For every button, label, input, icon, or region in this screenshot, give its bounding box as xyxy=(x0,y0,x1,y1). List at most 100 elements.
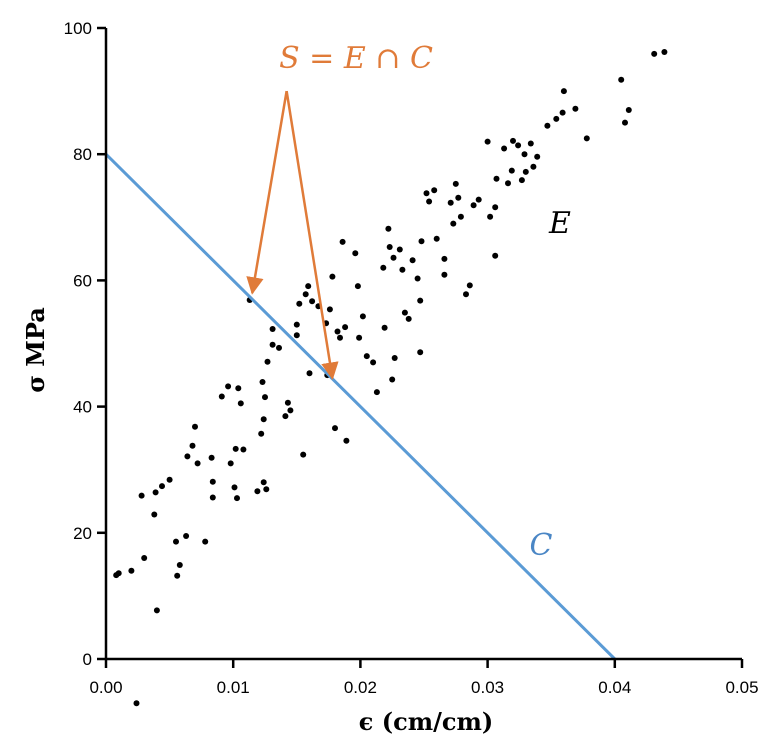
data-point xyxy=(151,511,158,518)
data-point xyxy=(492,204,499,211)
data-point xyxy=(618,76,625,83)
x-tick-label: 0.01 xyxy=(217,678,250,697)
data-point xyxy=(293,321,300,328)
data-point xyxy=(282,413,289,420)
data-point xyxy=(262,394,268,401)
data-point xyxy=(399,266,406,273)
data-point xyxy=(231,484,238,491)
data-point xyxy=(521,151,528,158)
x-tick-label: 0.04 xyxy=(598,678,631,697)
y-tick-label: 40 xyxy=(73,398,92,417)
data-point xyxy=(396,246,403,253)
x-tick-label: 0.02 xyxy=(344,678,377,697)
data-point xyxy=(447,199,454,206)
data-point xyxy=(534,153,541,160)
data-point xyxy=(484,138,491,145)
data-point xyxy=(455,194,462,201)
data-point xyxy=(431,187,438,194)
data-point xyxy=(515,142,522,149)
data-point xyxy=(176,562,183,568)
data-point xyxy=(260,479,267,486)
data-point xyxy=(309,298,316,305)
data-point xyxy=(414,275,421,282)
data-point xyxy=(423,190,430,197)
data-point xyxy=(492,252,499,259)
annotation-arrows xyxy=(246,90,339,380)
data-point xyxy=(505,180,511,187)
data-point xyxy=(466,282,473,289)
data-point xyxy=(133,700,140,707)
data-point xyxy=(240,446,247,453)
data-point xyxy=(625,107,632,113)
data-point xyxy=(258,430,265,437)
data-point xyxy=(572,105,579,112)
data-point xyxy=(202,538,209,545)
x-tick-label: 0.03 xyxy=(471,678,504,697)
data-point xyxy=(284,399,291,406)
data-point xyxy=(293,332,300,339)
data-point xyxy=(409,257,416,264)
data-point xyxy=(184,453,191,460)
data-point xyxy=(493,175,500,182)
data-point xyxy=(259,379,266,385)
data-point xyxy=(339,238,346,245)
data-point xyxy=(174,572,181,579)
data-points xyxy=(113,49,668,707)
data-point xyxy=(235,385,242,392)
data-point xyxy=(559,109,566,116)
data-point xyxy=(417,349,424,356)
data-point xyxy=(390,254,397,261)
x-tick-label: 0.05 xyxy=(725,678,758,697)
data-point xyxy=(208,454,215,461)
data-point xyxy=(651,50,658,57)
data-point xyxy=(209,494,216,501)
data-point xyxy=(159,483,165,490)
axes xyxy=(104,28,742,661)
data-point xyxy=(522,168,529,175)
data-point xyxy=(260,416,267,423)
data-point xyxy=(128,567,135,574)
annotation-c: C xyxy=(530,528,553,563)
data-point xyxy=(192,423,198,430)
data-point xyxy=(218,393,225,400)
data-point xyxy=(264,358,271,365)
data-point xyxy=(141,555,148,561)
data-point xyxy=(343,437,350,444)
data-point xyxy=(530,163,537,170)
data-point xyxy=(153,607,160,614)
data-point xyxy=(352,250,359,257)
data-point xyxy=(385,225,392,232)
data-point xyxy=(152,489,159,496)
data-point xyxy=(337,334,343,341)
data-point xyxy=(287,407,294,414)
data-point xyxy=(183,533,190,539)
data-point xyxy=(263,486,270,493)
data-point xyxy=(194,460,201,467)
data-point xyxy=(370,359,377,366)
annotation-e: E xyxy=(548,206,571,241)
data-point xyxy=(391,355,398,361)
data-point xyxy=(227,460,234,467)
data-point xyxy=(553,115,560,122)
data-point xyxy=(501,145,508,152)
data-point xyxy=(189,442,196,449)
data-point xyxy=(115,570,122,577)
data-point xyxy=(232,445,239,452)
data-point xyxy=(326,306,333,313)
data-point xyxy=(417,297,424,304)
data-point xyxy=(381,324,388,331)
data-point xyxy=(475,196,482,203)
data-point xyxy=(463,291,469,298)
data-point xyxy=(487,213,494,220)
data-point xyxy=(209,478,216,485)
data-point xyxy=(329,273,336,280)
data-point xyxy=(237,400,244,407)
data-point xyxy=(510,137,516,144)
data-point xyxy=(661,49,668,55)
data-point xyxy=(405,315,412,322)
data-point xyxy=(508,167,515,174)
data-point xyxy=(332,425,338,432)
data-point xyxy=(342,324,349,331)
data-point xyxy=(441,271,448,278)
